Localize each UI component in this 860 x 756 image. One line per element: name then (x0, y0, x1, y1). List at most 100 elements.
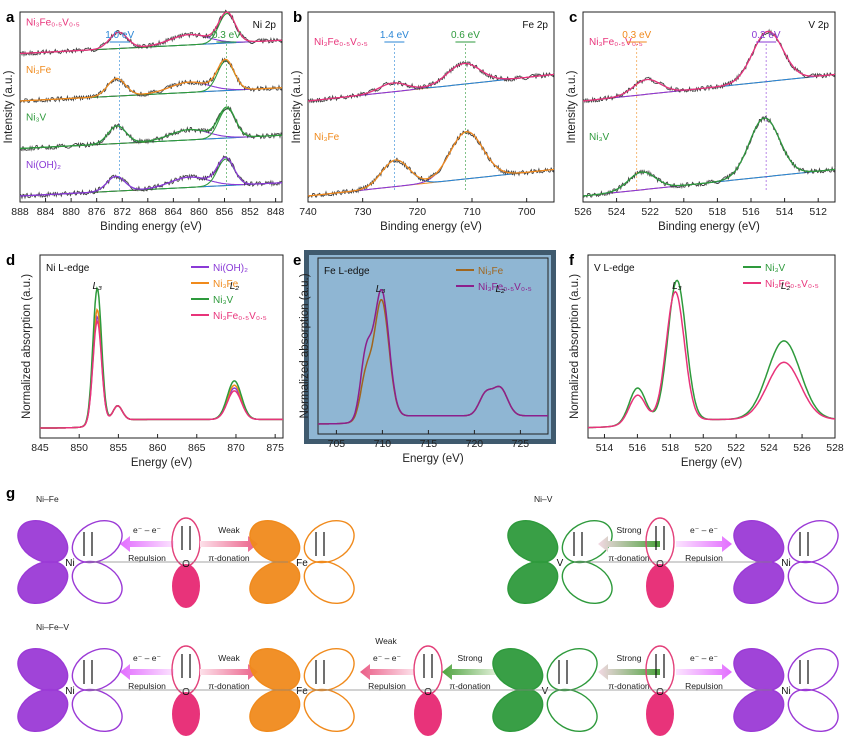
axes-frame (19, 11, 283, 203)
axes-frame (307, 11, 555, 203)
panel-label-g: g (6, 485, 15, 502)
shift-annotation: 0.3 eV (622, 30, 651, 41)
interaction-label-top: e⁻ – e⁻ (690, 525, 718, 535)
orbital-lobe (733, 519, 785, 564)
interaction-label-bottom: Repulsion (128, 681, 166, 691)
x-tick-label: 700 (518, 206, 536, 218)
interaction-label-top: Strong (457, 653, 482, 663)
chart-title: Fe 2p (522, 20, 548, 31)
orbital-lobe (303, 688, 355, 733)
x-tick-label: 888 (11, 206, 29, 218)
interaction-label-bottom: Repulsion (685, 553, 723, 563)
atom-label: Ni (65, 686, 74, 697)
y-axis-label: Normalized absorption (a.u.) (569, 274, 581, 419)
x-tick-label: 720 (409, 206, 427, 218)
orbital-lobe (787, 688, 839, 733)
fit-component (307, 131, 555, 197)
spectrum-line (588, 279, 836, 429)
oxygen-orbital: O (413, 645, 443, 736)
y-axis-label: Normalized absorption (a.u.) (299, 273, 311, 418)
orbital-lobe (249, 519, 301, 564)
orbital-lobe (492, 647, 544, 692)
x-axis-label: Energy (eV) (681, 457, 743, 469)
atom-label-o: O (182, 687, 190, 698)
oxygen-orbital: O (171, 517, 201, 608)
v-orbital: V (507, 519, 613, 605)
repulsion-arrow: e⁻ – e⁻ Repulsion (676, 653, 732, 691)
y-axis-label: Intensity (a.u.) (3, 70, 15, 143)
pi-donation-arrow: Weak π-donation (200, 525, 258, 563)
peak-label: L₂ (495, 284, 505, 295)
orbital-lobe (249, 688, 301, 733)
x-tick-label: 855 (110, 442, 128, 454)
v-orbital: V (492, 647, 598, 733)
x-tick-label: 528 (826, 442, 844, 454)
o-lobe-bottom (646, 692, 674, 736)
orbital-lobe (733, 647, 785, 692)
x-tick-label: 514 (776, 206, 794, 218)
repulsion-arrow: e⁻ – e⁻ Repulsion (676, 525, 732, 563)
x-axis-label: Energy (eV) (131, 457, 193, 469)
spectrum-line (40, 286, 283, 429)
orbital-lobe (561, 560, 613, 605)
orbital-lobe (507, 519, 559, 564)
fit-envelope (19, 106, 283, 150)
interaction-label-top: e⁻ – e⁻ (133, 653, 161, 663)
fit-envelope (19, 58, 283, 102)
x-tick-label: 516 (629, 442, 647, 454)
axes-frame (587, 254, 836, 439)
axes-frame (317, 257, 549, 435)
legend-label: Ni₃Fe₀.₅V₀.₅ (213, 311, 267, 322)
orbital-lobe (733, 688, 785, 733)
o-lobe-bottom (172, 564, 200, 608)
interaction-label-top: e⁻ – e⁻ (690, 653, 718, 663)
fit-envelope (307, 131, 555, 197)
shift-annotation: 0.3 eV (212, 30, 241, 41)
atom-label-o: O (182, 559, 190, 570)
orbital-lobe (71, 647, 123, 692)
orbital-lobe (71, 519, 123, 564)
axes-frame (39, 254, 284, 439)
chart-a: a 888 884 880 876 872 868 864 860 856 852 848 Bindin… (3, 9, 285, 233)
atom-label: Ni (781, 558, 790, 569)
x-tick-label: 864 (165, 206, 183, 218)
legend-label: Ni₃Fe₀.₅V₀.₅ (765, 279, 819, 290)
chart-d: d 845 850 855 860 865 870 875 Energy (eV) Normali… (6, 252, 284, 469)
interaction-label-bottom: π-donation (608, 681, 650, 691)
orbital-lobe (303, 560, 355, 605)
legend-label: Ni(OH)₂ (213, 263, 248, 274)
ni-orbital: Ni (733, 647, 839, 733)
interaction-label-top: Strong (616, 653, 641, 663)
x-tick-label: 848 (267, 206, 285, 218)
chart-e: e 705 710 715 720 725 Energy (eV) Normalized ab… (293, 252, 549, 465)
orbital-lobe (546, 688, 598, 733)
chart-f: f 514 516 518 520 522 524 526 528 Energy (eV) Norm… (569, 252, 844, 469)
data-curve (19, 105, 283, 152)
sample-label: Ni₃V (26, 113, 47, 124)
x-tick-label: 856 (216, 206, 234, 218)
chart-title: Ni L-edge (46, 263, 90, 274)
peak-label: L₂ (781, 281, 791, 292)
legend-label: Ni₃Fe (478, 266, 504, 277)
x-tick-label: 845 (31, 442, 49, 454)
interaction-label-bottom: π-donation (208, 681, 250, 691)
repulsion-arrow: e⁻ – e⁻ Repulsion (120, 525, 174, 563)
orbital-lobe (787, 519, 839, 564)
orbital-lobe (17, 688, 69, 733)
interaction-label-top: Weak (218, 525, 240, 535)
legend-label: Ni₃Fe₀.₅V₀.₅ (478, 282, 532, 293)
legend-label: Ni₃V (765, 263, 786, 274)
x-tick-label: 868 (139, 206, 157, 218)
interaction-label-bottom: π-donation (608, 553, 650, 563)
x-axis-label: Binding energy (eV) (380, 221, 482, 233)
data-curve (307, 129, 555, 199)
interaction-label-weak: Weak (375, 636, 397, 646)
x-tick-label: 522 (641, 206, 659, 218)
spectrum-line (318, 289, 548, 425)
fit-envelope (19, 156, 283, 197)
orbital-lobe (546, 647, 598, 692)
x-tick-label: 876 (88, 206, 106, 218)
x-tick-label: 520 (695, 442, 713, 454)
ni-orbital: Ni (17, 647, 123, 733)
